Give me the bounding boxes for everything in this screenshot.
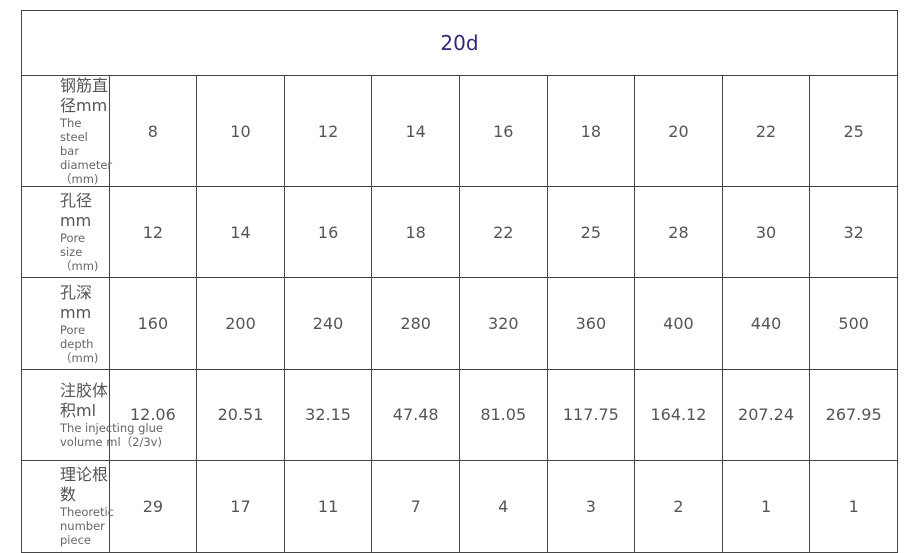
table-cell: 4	[458, 460, 548, 553]
table-cell: 12.06	[108, 368, 198, 462]
table-cell: 200	[196, 277, 285, 370]
table-cell: 25	[809, 75, 898, 187]
table-cell: 12	[108, 185, 198, 279]
table-cell: 16	[458, 75, 548, 187]
table-cell: 360	[546, 277, 636, 370]
row-label-en: Pore depth（mm)	[60, 322, 99, 365]
table-cell: 17	[196, 460, 285, 553]
table-cell: 29	[108, 460, 198, 553]
row-label-en: The steel bar diameter（mm)	[60, 116, 113, 186]
table-cell: 32.15	[283, 368, 373, 462]
table-cell: 22	[721, 75, 811, 187]
row-label-cn: 孔径mm	[60, 191, 93, 231]
row-label-en: The injecting glue volume ml（2/3v)	[60, 420, 163, 449]
table-cell: 400	[634, 277, 723, 370]
table-cell: 10	[196, 75, 285, 187]
table-cell: 32	[809, 185, 898, 279]
table-cell: 160	[108, 277, 198, 370]
table-cell: 14	[196, 185, 285, 279]
row-label: 注胶体积ml The injecting glue volume ml（2/3v)	[21, 368, 163, 462]
row-label-cn: 钢筋直径mm	[60, 76, 109, 115]
table-cell: 18	[371, 185, 460, 279]
table-cell: 18	[546, 75, 636, 187]
row-label: 钢筋直径mm The steel bar diameter（mm)	[21, 75, 113, 187]
table-row: 注胶体积ml The injecting glue volume ml（2/3v)…	[21, 368, 898, 462]
table-cell: 1	[809, 460, 898, 553]
table-cell: 20	[634, 75, 723, 187]
row-label-en: Pore size （mm)	[60, 231, 99, 274]
table-cell: 28	[634, 185, 723, 279]
table-cell: 320	[458, 277, 548, 370]
table-cell: 7	[371, 460, 460, 553]
row-label-cn: 孔深mm	[60, 282, 93, 322]
table-cell: 440	[721, 277, 811, 370]
table-row: 孔深mm Pore depth（mm) 160 200 240 280 320 360 400 4…	[21, 277, 898, 370]
table-row: 钢筋直径mm The steel bar diameter（mm) 8 10 12 14 1…	[21, 75, 898, 187]
table-cell: 81.05	[458, 368, 548, 462]
table-cell: 267.95	[809, 368, 898, 462]
table-row: 理论根数 Theoretic number piece 29 17 11 7 4 3 2 1 1	[21, 460, 898, 553]
table-cell: 164.12	[634, 368, 723, 462]
table-cell: 22	[458, 185, 548, 279]
table-cell: 500	[809, 277, 898, 370]
table-cell: 3	[546, 460, 636, 553]
table-cell: 280	[371, 277, 460, 370]
table-cell: 117.75	[546, 368, 636, 462]
table-cell: 16	[283, 185, 373, 279]
table-cell: 1	[721, 460, 811, 553]
table-cell: 240	[283, 277, 373, 370]
table-title: 20d	[21, 10, 898, 76]
row-label-cn: 注胶体积ml	[60, 380, 109, 420]
table-cell: 12	[283, 75, 373, 187]
spec-table: 20d 钢筋直径mm The steel bar diameter（mm) 8 10 1…	[21, 10, 898, 553]
row-label: 孔径mm Pore size （mm)	[21, 185, 110, 279]
table-cell: 47.48	[371, 368, 460, 462]
row-label: 理论根数 Theoretic number piece	[21, 460, 115, 553]
table-cell: 30	[721, 185, 811, 279]
table-cell: 207.24	[721, 368, 811, 462]
table-cell: 11	[283, 460, 373, 553]
title-row: 20d	[21, 10, 898, 76]
table-row: 孔径mm Pore size （mm) 12 14 16 18 22 25 28 30 32	[21, 185, 898, 279]
table-cell: 20.51	[196, 368, 285, 462]
table-cell: 14	[371, 75, 460, 187]
row-label-en: Theoretic number piece	[60, 505, 115, 548]
row-label-cn: 理论根数	[60, 465, 109, 505]
table-cell: 25	[546, 185, 636, 279]
table-cell: 2	[634, 460, 723, 553]
row-label: 孔深mm Pore depth（mm)	[21, 277, 110, 370]
table-cell: 8	[108, 75, 198, 187]
